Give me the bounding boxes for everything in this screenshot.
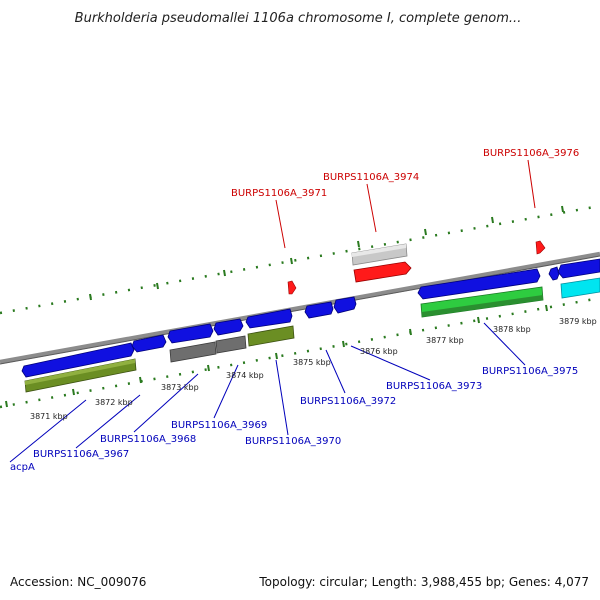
reverse-leader-lines [9, 322, 526, 463]
gene-arrow-3970[interactable] [245, 308, 293, 329]
map-title: Burkholderia pseudomallei 1106a chromoso… [75, 11, 522, 26]
gene-arrow-acpA[interactable] [21, 342, 135, 378]
gene-label-3970[interactable]: BURPS1106A_3970 [245, 436, 341, 447]
gene-arrow-3974[interactable] [353, 261, 412, 283]
gene-label-3968[interactable]: BURPS1106A_3968 [100, 434, 196, 445]
accession-text: Accession: NC_009076 [10, 575, 146, 589]
major-ticks [5, 205, 564, 408]
scale-tick-label: 3871 kbp [30, 412, 68, 421]
gene-label-acpA[interactable]: acpA [10, 462, 35, 473]
gene-label-3976[interactable]: BURPS1106A_3976 [483, 148, 579, 159]
scale-tick-label: 3875 kbp [293, 358, 331, 367]
inner-tick-track [0, 296, 600, 409]
gene-label-3969[interactable]: BURPS1106A_3969 [171, 420, 267, 431]
scale-tick-label: 3877 kbp [426, 336, 464, 345]
cds-gray-2[interactable] [215, 335, 247, 354]
chromosome-backbone [0, 251, 600, 365]
gene-label-3971[interactable]: BURPS1106A_3971 [231, 188, 327, 199]
cds-green-1-band [422, 295, 543, 317]
gene-arrow-edge-right[interactable] [557, 258, 600, 279]
outer-tick-track [0, 204, 600, 315]
gene-arrow-3969[interactable] [213, 318, 244, 336]
cds-gray-1[interactable] [169, 341, 217, 363]
gene-label-3975[interactable]: BURPS1106A_3975 [482, 366, 578, 377]
scale-tick-label: 3872 kbp [95, 398, 133, 407]
gene-arrow-3976[interactable] [535, 240, 546, 255]
scale-tick-label: 3874 kbp [226, 371, 264, 380]
gene-arrow-3967[interactable] [131, 334, 167, 353]
gene-label-3972[interactable]: BURPS1106A_3972 [300, 396, 396, 407]
forward-leader-lines [275, 159, 536, 249]
gene-arrow-small-right[interactable] [548, 266, 560, 281]
cds-olive-2[interactable] [247, 325, 295, 347]
gene-arrow-3975[interactable] [417, 268, 541, 300]
gene-arrow-3973[interactable] [333, 296, 357, 314]
chromosome-backbone-shadow [0, 255, 600, 365]
gene-label-3973[interactable]: BURPS1106A_3973 [386, 381, 482, 392]
gene-arrow-3968[interactable] [167, 323, 214, 344]
gene-arrow-3971[interactable] [287, 280, 297, 295]
cds-olive-1-band [25, 359, 135, 385]
scale-tick-label: 3878 kbp [493, 325, 531, 334]
scale-tick-label: 3873 kbp [161, 383, 199, 392]
scale-tick-label: 3879 kbp [559, 317, 597, 326]
gene-arrow-3972[interactable] [304, 301, 334, 319]
gene-label-3967[interactable]: BURPS1106A_3967 [33, 449, 129, 460]
gene-label-3974[interactable]: BURPS1106A_3974 [323, 172, 419, 183]
genome-summary-text: Topology: circular; Length: 3,988,455 bp… [258, 575, 589, 589]
scale-tick-label: 3876 kbp [360, 347, 398, 356]
cds-lightgray-3974-band [352, 244, 406, 257]
gene-arrow-cyan[interactable] [560, 277, 600, 299]
